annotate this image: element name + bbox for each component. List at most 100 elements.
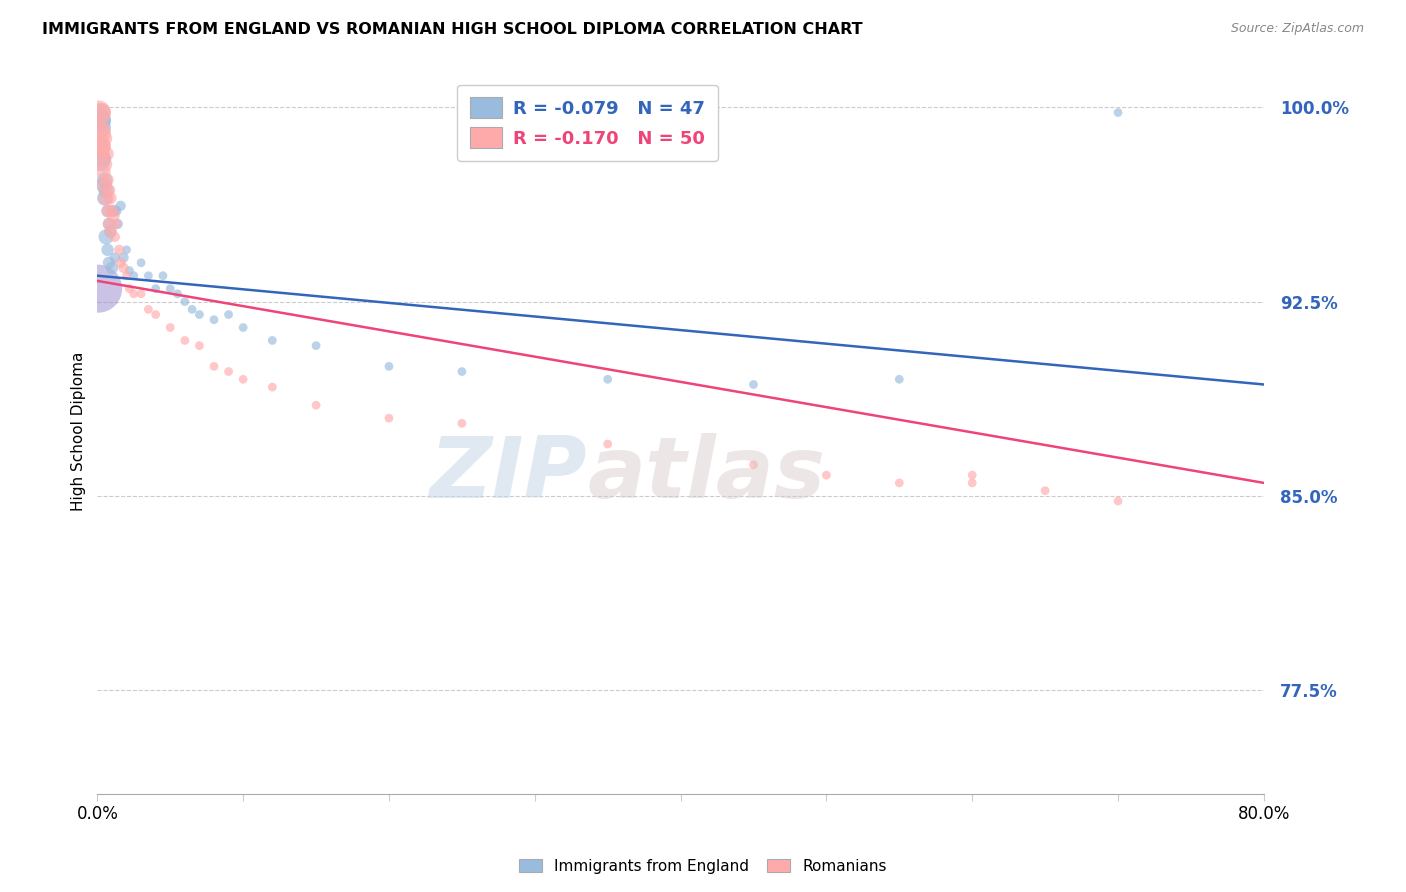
Point (91, 152, 114, 166)
Point (138, 302, 160, 317)
Point (378, 359, 401, 374)
Point (91, 165, 114, 179)
Point (232, 320, 254, 334)
Point (94, 183, 117, 197)
Point (101, 204, 124, 219)
Point (98, 256, 121, 270)
Point (129, 286, 152, 301)
Point (122, 286, 145, 301)
Point (89, 147, 111, 161)
Point (93, 178, 115, 192)
Point (98, 217, 121, 231)
Text: IMMIGRANTS FROM ENGLAND VS ROMANIAN HIGH SCHOOL DIPLOMA CORRELATION CHART: IMMIGRANTS FROM ENGLAND VS ROMANIAN HIGH… (42, 22, 863, 37)
Point (104, 230, 127, 244)
Y-axis label: High School Diploma: High School Diploma (72, 351, 86, 511)
Point (93, 157, 115, 171)
Point (104, 251, 127, 265)
Point (152, 268, 174, 283)
Point (89, 139, 111, 153)
Point (100, 225, 122, 239)
Legend: R = -0.079   N = 47, R = -0.170   N = 50: R = -0.079 N = 47, R = -0.170 N = 50 (457, 85, 717, 161)
Point (218, 308, 240, 322)
Point (145, 308, 167, 322)
Point (181, 302, 204, 317)
Point (1033, 483, 1056, 498)
Point (103, 204, 125, 219)
Point (87, 105, 110, 120)
Point (305, 338, 328, 352)
Point (89, 105, 111, 120)
Point (378, 411, 401, 425)
Point (960, 475, 983, 490)
Point (166, 286, 188, 301)
Point (262, 334, 284, 348)
Point (91, 178, 114, 192)
Text: Source: ZipAtlas.com: Source: ZipAtlas.com (1230, 22, 1364, 36)
Point (96, 243, 118, 257)
Point (90, 121, 112, 136)
Point (202, 359, 225, 374)
Point (110, 199, 132, 213)
Point (108, 243, 131, 257)
Point (87, 113, 110, 128)
Point (451, 417, 474, 431)
Text: ZIP: ZIP (430, 434, 588, 516)
Point (115, 243, 138, 257)
Point (1107, 105, 1129, 120)
Point (889, 475, 911, 490)
Point (118, 282, 141, 296)
Point (96, 204, 118, 219)
Point (889, 372, 911, 386)
Point (262, 380, 284, 394)
Point (105, 217, 128, 231)
Point (122, 268, 145, 283)
Point (98, 183, 121, 197)
Point (105, 204, 128, 219)
Point (110, 256, 132, 270)
Point (115, 268, 138, 283)
Point (596, 437, 619, 451)
Point (129, 256, 152, 270)
Point (93, 131, 115, 145)
Point (173, 294, 195, 309)
Point (173, 334, 195, 348)
Point (159, 282, 181, 296)
Point (87, 152, 110, 166)
Point (1107, 494, 1129, 508)
Point (112, 260, 135, 275)
Point (451, 365, 474, 379)
Point (89, 121, 111, 136)
Point (90, 105, 112, 120)
Point (188, 338, 211, 352)
Point (188, 308, 211, 322)
Point (98, 217, 121, 231)
Legend: Immigrants from England, Romanians: Immigrants from England, Romanians (513, 853, 893, 880)
Point (93, 173, 115, 187)
Point (118, 263, 141, 277)
Point (960, 468, 983, 483)
Point (87, 282, 110, 296)
Point (94, 191, 117, 205)
Point (100, 225, 122, 239)
Point (596, 372, 619, 386)
Point (138, 268, 160, 283)
Text: atlas: atlas (588, 434, 825, 516)
Point (218, 365, 240, 379)
Point (94, 230, 117, 244)
Point (742, 377, 765, 392)
Point (107, 217, 129, 231)
Point (96, 173, 118, 187)
Point (96, 204, 118, 219)
Point (100, 191, 122, 205)
Point (159, 320, 181, 334)
Point (145, 282, 167, 296)
Point (101, 260, 124, 275)
Point (91, 139, 114, 153)
Point (742, 458, 765, 472)
Point (202, 312, 225, 326)
Point (87, 139, 110, 153)
Point (112, 251, 135, 265)
Point (305, 398, 328, 412)
Point (815, 468, 838, 483)
Point (103, 209, 125, 223)
